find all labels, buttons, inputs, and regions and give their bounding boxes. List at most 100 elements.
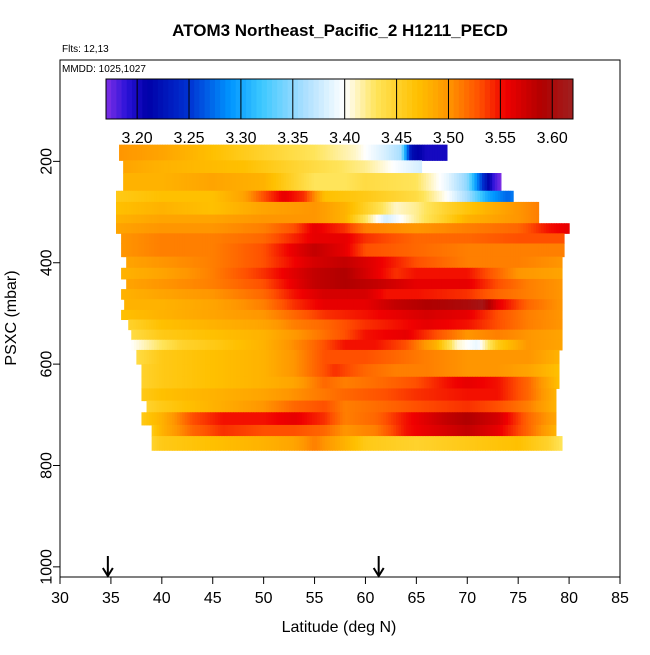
heatmap-cell <box>462 278 466 290</box>
heatmap-cell <box>200 339 204 351</box>
heatmap-cell <box>177 349 181 365</box>
heatmap-cell <box>528 412 532 426</box>
heatmap-cell <box>309 309 313 321</box>
heatmap-cell <box>261 243 265 258</box>
heatmap-cell <box>390 173 394 192</box>
heatmap-cell <box>332 388 336 402</box>
heatmap-cell <box>401 201 405 216</box>
heatmap-cell <box>446 349 451 365</box>
heatmap-cell <box>360 243 364 258</box>
heatmap-cell <box>121 223 125 234</box>
heatmap-cell <box>217 214 221 224</box>
heatmap-cell <box>168 173 173 192</box>
heatmap-cell <box>304 424 308 437</box>
heatmap-cell <box>284 299 288 311</box>
heatmap-cell <box>485 339 489 351</box>
heatmap-cell <box>492 436 496 451</box>
flights-label: Flts: 12,13 <box>62 44 109 55</box>
heatmap-cell <box>248 424 252 437</box>
heatmap-cell <box>360 223 364 234</box>
heatmap-cell <box>365 339 369 351</box>
heatmap-cell <box>268 349 272 365</box>
heatmap-cell <box>123 173 127 192</box>
heatmap-cell <box>406 243 410 258</box>
heatmap-cell <box>388 256 392 269</box>
heatmap-cell <box>177 278 181 290</box>
heatmap-cell <box>172 376 176 389</box>
heatmap-cell <box>492 329 496 341</box>
heatmap-cell <box>235 289 239 300</box>
heatmap-cell <box>166 339 171 351</box>
heatmap-cell <box>179 400 183 413</box>
heatmap-cell <box>530 424 535 437</box>
heatmap-cell <box>276 144 281 161</box>
heatmap-cell <box>238 243 242 258</box>
heatmap-cell <box>500 364 504 378</box>
heatmap-cell <box>492 173 496 192</box>
heatmap-cell <box>207 223 211 234</box>
heatmap-cell <box>169 243 173 258</box>
heatmap-cell <box>172 400 176 413</box>
heatmap-cell <box>281 376 285 389</box>
heatmap-cell <box>398 201 402 216</box>
heatmap-cell <box>495 289 499 300</box>
heatmap-cell <box>411 214 415 224</box>
heatmap-cell <box>326 173 330 192</box>
heatmap-cell <box>525 233 529 244</box>
heatmap-cell <box>436 364 440 378</box>
heatmap-cell <box>156 309 160 321</box>
heatmap-cell <box>125 173 129 192</box>
heatmap-cell <box>411 243 415 258</box>
heatmap-cell <box>332 424 336 437</box>
heatmap-cell <box>319 214 323 224</box>
heatmap-cell <box>340 144 344 161</box>
heatmap-cell <box>340 243 344 258</box>
heatmap-cell <box>370 267 374 280</box>
heatmap-cell <box>355 243 359 258</box>
heatmap-cell <box>213 299 217 311</box>
colorbar-slice <box>536 79 543 119</box>
heatmap-cell <box>261 299 265 311</box>
heatmap-cell <box>403 388 407 402</box>
heatmap-cell <box>345 376 349 389</box>
heatmap-cell <box>293 319 297 331</box>
heatmap-cell <box>210 278 214 290</box>
heatmap-cell <box>306 364 311 378</box>
heatmap-cell <box>553 412 557 426</box>
heatmap-cell <box>291 289 295 300</box>
heatmap-cell <box>352 309 356 321</box>
heatmap-cell <box>329 201 333 216</box>
heatmap-cell <box>551 388 555 402</box>
heatmap-cell <box>439 329 443 341</box>
heatmap-cell <box>151 233 155 244</box>
heatmap-cell <box>180 144 184 161</box>
heatmap-cell <box>405 319 409 331</box>
heatmap-cell <box>166 400 171 413</box>
heatmap-cell <box>418 190 423 203</box>
heatmap-cell <box>182 424 186 437</box>
heatmap-cell <box>207 329 211 341</box>
heatmap-cell <box>505 233 509 244</box>
heatmap-cell <box>334 436 339 451</box>
heatmap-cell <box>495 223 499 234</box>
heatmap-cell <box>273 173 277 192</box>
heatmap-cell <box>317 201 321 216</box>
heatmap-cell <box>243 201 247 216</box>
heatmap-cell <box>268 201 272 216</box>
heatmap-cell <box>538 233 542 244</box>
heatmap-cell <box>396 267 400 280</box>
heatmap-cell <box>462 349 466 365</box>
heatmap-cell <box>258 412 262 426</box>
heatmap-cell <box>329 436 333 451</box>
heatmap-cell <box>477 412 481 426</box>
heatmap-cell <box>477 289 481 300</box>
heatmap-cell <box>225 329 229 341</box>
heatmap-cell <box>263 190 267 203</box>
heatmap-cell <box>238 309 242 321</box>
heatmap-cell <box>449 339 453 351</box>
heatmap-cell <box>314 233 318 244</box>
heatmap-cell <box>383 388 387 402</box>
heatmap-cell <box>350 223 354 234</box>
heatmap-cell <box>390 319 394 331</box>
heatmap-cell <box>230 388 234 402</box>
